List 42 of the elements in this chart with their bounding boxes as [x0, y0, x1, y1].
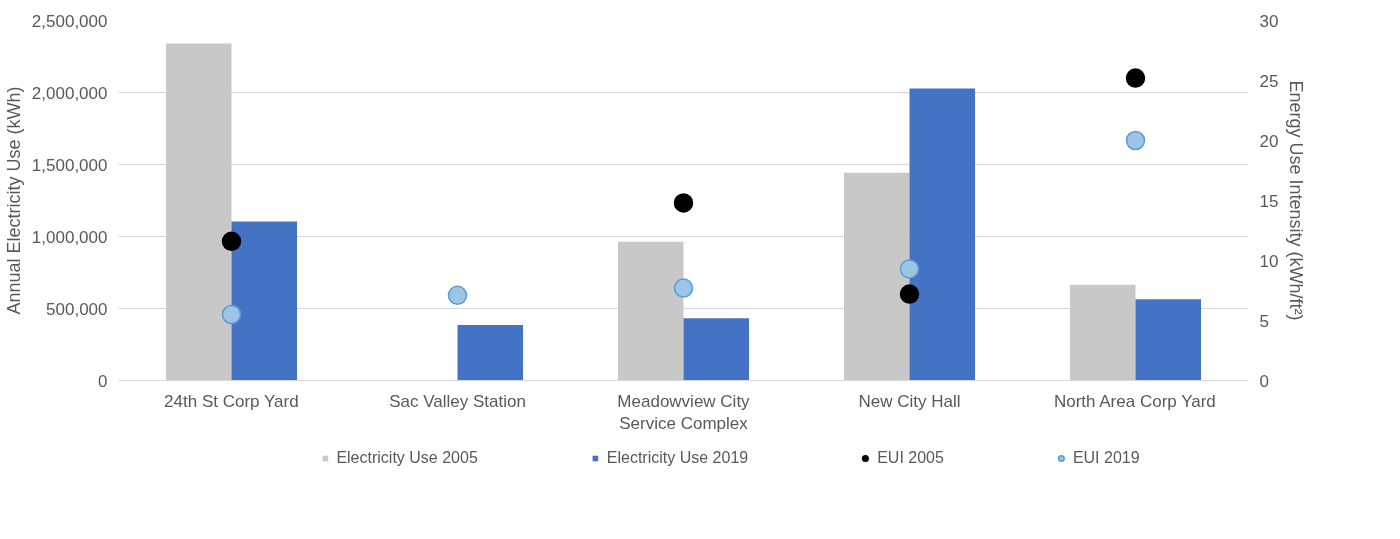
y-tick-label: 1,500,000	[31, 155, 108, 175]
bar	[457, 325, 524, 381]
legend-label: EUI 2005	[877, 449, 944, 467]
bar	[683, 318, 750, 381]
y2-tick-label: 20	[1259, 131, 1279, 151]
point	[673, 193, 694, 213]
y2-tick-label: 0	[1259, 371, 1269, 391]
point	[1125, 130, 1146, 151]
y-tick-label: 500,000	[46, 299, 108, 319]
bar	[617, 241, 684, 381]
y-axis-title: Annual Electricity Use (kWh)	[3, 86, 24, 315]
x-tick-label: New City Hall	[858, 391, 961, 411]
y2-tick-label: 15	[1259, 191, 1279, 211]
point	[221, 304, 242, 325]
bar	[165, 43, 232, 381]
bar	[909, 88, 976, 381]
legend-label: EUI 2019	[1072, 449, 1140, 467]
point	[221, 231, 242, 252]
y2-axis-title: Energy Use Intensity (kWh/ft²)	[1286, 80, 1307, 321]
x-tick-label: 24th St Corp Yard	[164, 391, 299, 411]
y2-tick-label: 5	[1259, 311, 1269, 331]
y2-tick-label: 30	[1259, 11, 1279, 31]
bar	[1135, 299, 1202, 381]
x-tick-label: Sac Valley Station	[389, 391, 526, 411]
point	[447, 285, 468, 306]
bar	[843, 172, 910, 381]
point	[899, 284, 920, 304]
point	[673, 278, 694, 298]
point	[1125, 68, 1146, 88]
legend-label: Electricity Use 2005	[336, 449, 478, 467]
x-tick-label: Meadowview City Service Complex	[617, 391, 751, 434]
y-tick-label: 2,500,000	[31, 11, 108, 31]
y2-tick-label: 25	[1259, 71, 1279, 91]
y-tick-label: 1,000,000	[31, 227, 108, 247]
bar	[1069, 284, 1136, 381]
bar	[231, 221, 298, 381]
y-tick-label: 0	[98, 371, 108, 391]
y-tick-label: 2,000,000	[31, 83, 108, 103]
point	[899, 259, 920, 279]
x-tick-label: North Area Corp Yard	[1053, 391, 1216, 411]
legend-label: Electricity Use 2019	[606, 449, 749, 467]
y2-tick-label: 10	[1259, 251, 1279, 271]
